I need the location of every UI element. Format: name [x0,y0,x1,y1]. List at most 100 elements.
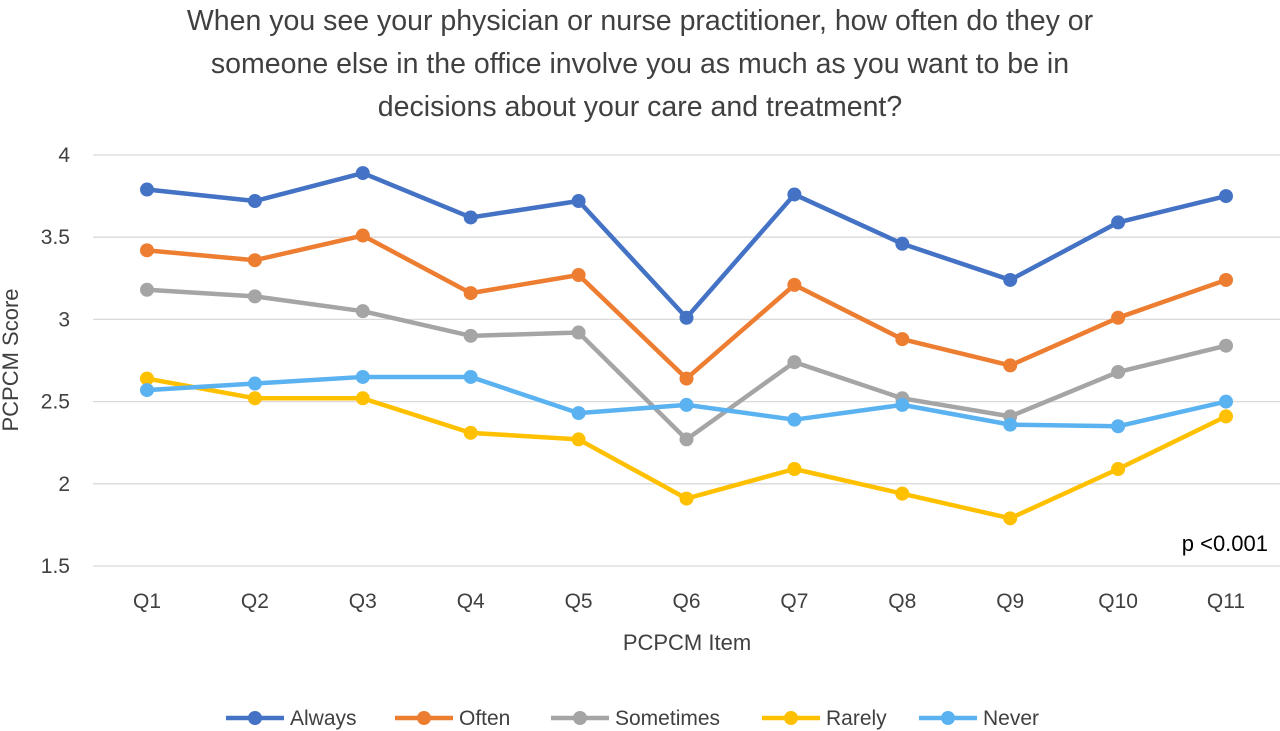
y-tick-label: 2 [58,473,70,496]
data-point [571,432,586,447]
y-axis-title: PCPCM Score [0,288,23,431]
data-point [247,194,262,209]
data-point [1111,365,1126,380]
legend-swatch-marker [248,711,262,725]
x-tick-label: Q7 [780,590,808,613]
series-rarely [140,371,1233,526]
legend-label: Never [983,707,1039,730]
data-point [679,491,694,506]
data-point [355,166,370,181]
data-point [1111,419,1126,434]
data-point [1219,409,1233,424]
data-point [787,187,802,202]
data-point [140,282,154,297]
series-sometimes [140,282,1233,447]
data-point [1003,272,1018,287]
data-point [679,397,694,412]
series-often [140,228,1233,386]
data-point [355,391,370,406]
data-point [1003,511,1018,526]
data-point [140,243,154,258]
x-axis-ticks: Q1 Q2 Q3 Q4 Q5 Q6 Q7 Q8 Q9 Q10 Q11 [133,590,1245,613]
data-point [463,328,478,343]
data-point [1111,310,1126,325]
data-point [463,425,478,440]
x-tick-label: Q4 [457,590,485,613]
data-point [787,277,802,292]
series-line-often [144,233,1229,381]
chart-title-line-1: When you see your physician or nurse pra… [186,5,1094,37]
data-point [247,391,262,406]
data-point [463,369,478,384]
legend-swatch-marker [784,711,798,725]
data-point [679,432,694,447]
data-point [1003,417,1018,432]
data-point [571,406,586,421]
chart-title-line-3: decisions about your care and treatment? [377,91,903,123]
data-point [140,371,154,386]
data-point [895,486,910,501]
legend-label: Sometimes [615,707,720,730]
data-point [1219,189,1233,204]
data-point [571,268,586,283]
x-tick-label: Q8 [888,590,916,613]
y-axis-ticks: 1.5 2 2.5 3 3.5 4 [41,144,71,578]
data-point [679,371,694,386]
legend-item-never: Never [919,707,1039,730]
legend-swatch-marker [941,711,955,725]
x-tick-label: Q3 [349,590,377,613]
data-point [895,236,910,251]
data-point [787,355,802,370]
data-point [1219,394,1233,409]
x-tick-label: Q5 [565,590,593,613]
x-axis-title: PCPCM Item [623,630,751,655]
legend-item-sometimes: Sometimes [551,707,720,730]
series-lines [140,166,1233,526]
data-point [571,194,586,209]
data-point [1003,358,1018,373]
legend-label: Often [459,707,510,730]
y-tick-label: 2.5 [41,391,70,414]
data-point [355,228,370,243]
series-line-always [144,170,1229,321]
data-point [247,253,262,268]
data-point [787,412,802,427]
data-point [1111,215,1126,230]
legend-label: Rarely [826,707,887,730]
x-tick-label: Q1 [133,590,161,613]
x-tick-label: Q11 [1207,590,1245,613]
legend-item-always: Always [226,707,357,730]
legend-item-rarely: Rarely [762,707,887,730]
data-point [247,289,262,304]
y-tick-label: 1.5 [41,555,70,578]
data-point [355,369,370,384]
chart-title-line-2: someone else in the office involve you a… [210,48,1070,80]
x-tick-label: Q10 [1098,590,1138,613]
data-point [679,310,694,325]
data-point [895,332,910,347]
data-point [140,182,154,197]
data-point [1111,462,1126,477]
data-point [463,286,478,301]
data-point [140,383,154,398]
x-tick-label: Q2 [241,590,269,613]
x-tick-label: Q9 [996,590,1024,613]
series-always [140,166,1233,325]
legend-item-often: Often [395,707,510,730]
legend-label: Always [290,707,357,730]
data-point [355,304,370,319]
data-point [571,325,586,340]
data-point [247,376,262,391]
legend-swatch-marker [417,711,431,725]
y-tick-label: 4 [58,144,70,167]
data-point [463,210,478,225]
y-tick-label: 3.5 [41,226,70,249]
data-point [1219,272,1233,287]
series-never [140,369,1233,434]
data-point [787,462,802,477]
data-point [895,397,910,412]
chart-title: When you see your physician or nurse pra… [40,0,1240,129]
x-tick-label: Q6 [672,590,700,613]
legend-swatch-marker [573,711,587,725]
